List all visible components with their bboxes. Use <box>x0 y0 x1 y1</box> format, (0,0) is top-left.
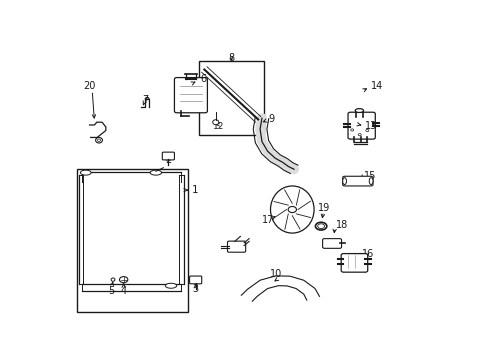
FancyBboxPatch shape <box>189 276 202 284</box>
Text: 7: 7 <box>142 95 148 105</box>
Text: 6: 6 <box>200 74 206 84</box>
Bar <box>77 169 188 311</box>
Text: 11: 11 <box>230 240 242 251</box>
Bar <box>199 61 264 135</box>
Ellipse shape <box>342 177 346 185</box>
Text: 19: 19 <box>318 203 330 213</box>
FancyBboxPatch shape <box>342 176 372 186</box>
Text: 17: 17 <box>261 215 274 225</box>
Text: 14: 14 <box>370 81 383 91</box>
Text: 13: 13 <box>365 121 377 131</box>
Text: 5: 5 <box>108 286 114 296</box>
Ellipse shape <box>358 134 361 136</box>
Ellipse shape <box>317 224 324 229</box>
Text: 3: 3 <box>192 284 198 293</box>
Text: 2: 2 <box>165 155 171 165</box>
Ellipse shape <box>119 276 127 283</box>
Ellipse shape <box>315 222 326 230</box>
Ellipse shape <box>365 129 368 132</box>
Ellipse shape <box>96 138 102 143</box>
Text: 10: 10 <box>270 269 282 279</box>
Ellipse shape <box>150 170 161 175</box>
FancyBboxPatch shape <box>227 241 245 252</box>
Text: 4: 4 <box>121 286 126 296</box>
Text: 1: 1 <box>191 185 198 195</box>
Text: 20: 20 <box>83 81 96 91</box>
Text: 18: 18 <box>335 220 347 230</box>
Text: 12: 12 <box>212 122 224 131</box>
FancyBboxPatch shape <box>347 112 374 139</box>
Ellipse shape <box>165 283 176 288</box>
Text: 8: 8 <box>228 53 234 63</box>
Ellipse shape <box>350 129 353 131</box>
Text: 9: 9 <box>268 114 274 123</box>
FancyBboxPatch shape <box>162 152 174 160</box>
Text: 16: 16 <box>362 249 374 259</box>
Ellipse shape <box>97 139 101 141</box>
Ellipse shape <box>81 170 91 175</box>
FancyBboxPatch shape <box>174 77 207 113</box>
Ellipse shape <box>354 109 363 112</box>
Ellipse shape <box>368 177 372 185</box>
Ellipse shape <box>212 120 218 125</box>
Ellipse shape <box>287 207 296 212</box>
Ellipse shape <box>111 278 115 281</box>
Text: 15: 15 <box>363 171 375 181</box>
FancyBboxPatch shape <box>341 253 367 272</box>
FancyBboxPatch shape <box>322 239 341 248</box>
